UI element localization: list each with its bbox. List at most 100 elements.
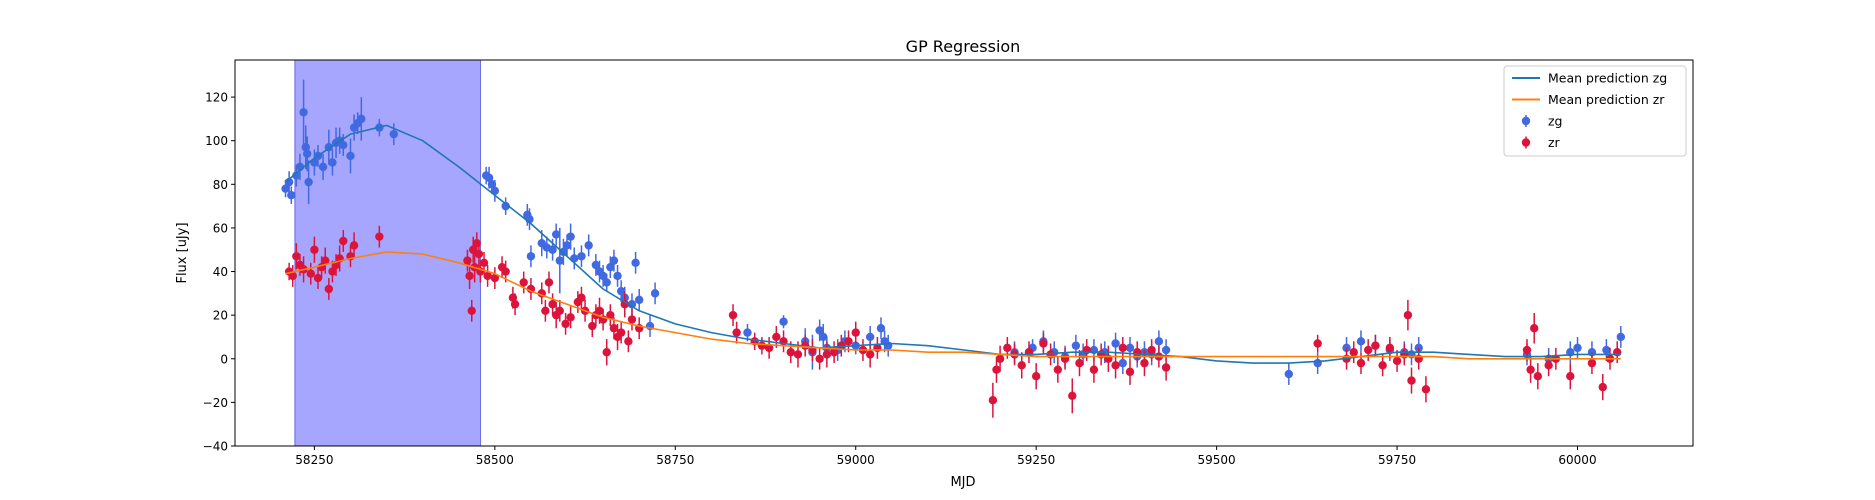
zr-marker <box>510 300 520 309</box>
zr-point <box>288 264 297 287</box>
zg-marker <box>526 252 536 261</box>
zg-marker <box>1118 358 1127 368</box>
zr-point <box>1378 354 1387 377</box>
zr-marker <box>1075 358 1084 368</box>
zr-point <box>1392 350 1402 372</box>
zr-marker <box>339 236 348 246</box>
zr-marker <box>1530 324 1539 333</box>
zg-point <box>501 197 510 215</box>
zr-point <box>865 341 875 368</box>
zr-marker <box>988 396 998 405</box>
zr-point <box>1147 339 1156 361</box>
zg-marker <box>487 180 497 189</box>
zr-marker <box>566 313 575 322</box>
zr-point <box>588 315 597 337</box>
zr-marker <box>1378 361 1387 370</box>
zr-point <box>313 267 323 289</box>
zg-marker <box>609 256 619 265</box>
zg-marker <box>339 140 348 150</box>
zr-marker <box>1403 310 1413 320</box>
y-tick-label: 40 <box>213 265 228 279</box>
zr-point <box>306 262 315 285</box>
zr-marker <box>609 324 619 333</box>
zg-point <box>304 160 313 204</box>
zr-marker <box>865 350 875 359</box>
zr-point <box>1403 299 1413 331</box>
zg-marker <box>591 260 601 270</box>
zg-point <box>287 186 296 204</box>
zr-point <box>349 232 359 259</box>
zr-marker <box>1125 367 1135 377</box>
zg-point <box>551 223 561 246</box>
zr-marker <box>577 293 586 302</box>
x-tick-label: 59500 <box>1198 453 1236 467</box>
zg-marker <box>551 230 561 239</box>
y-tick-label: −20 <box>203 396 228 410</box>
zr-point <box>750 332 759 351</box>
zr-marker <box>463 256 472 265</box>
legend: Mean prediction zg Mean prediction zr zg zr <box>1503 65 1687 157</box>
zr-point <box>1598 374 1607 401</box>
zr-marker <box>1407 376 1416 385</box>
zr-marker <box>1544 361 1553 370</box>
zr-marker <box>375 232 384 241</box>
y-axis: −40 −20 0 20 40 60 80 100 120 <box>203 91 235 454</box>
zg-marker <box>570 254 579 263</box>
legend-item-zg: zg <box>1521 114 1563 129</box>
zg-marker <box>634 295 644 305</box>
zg-marker <box>819 332 828 342</box>
zr-marker <box>1133 348 1142 357</box>
legend-label: zg <box>1548 114 1563 129</box>
zr-point <box>1421 376 1431 403</box>
x-tick-label: 59750 <box>1378 453 1416 467</box>
zr-marker <box>490 273 500 283</box>
legend-label: Mean prediction zg <box>1548 71 1667 86</box>
zg-marker <box>501 201 510 211</box>
zr-marker <box>602 348 611 357</box>
zg-marker <box>779 317 788 326</box>
zg-marker <box>627 300 637 309</box>
zg-marker <box>602 278 611 287</box>
zr-marker <box>620 300 629 309</box>
zr-marker <box>292 252 301 261</box>
zg-point <box>318 153 328 180</box>
zg-marker <box>389 129 398 139</box>
zg-marker <box>357 114 366 124</box>
zr-point <box>764 336 774 359</box>
zr-point <box>988 382 998 418</box>
zg-point <box>602 273 611 292</box>
zg-point <box>779 315 788 329</box>
zg-point <box>1573 336 1582 359</box>
x-tick-label: 58500 <box>476 453 514 467</box>
zr-point <box>1414 347 1423 370</box>
zr-point <box>602 339 611 366</box>
zg-marker <box>318 162 328 172</box>
zr-point <box>808 339 817 361</box>
zr-point <box>1371 334 1380 357</box>
zr-marker <box>1392 356 1402 366</box>
zg-point <box>302 136 312 172</box>
zg-point <box>389 123 398 146</box>
zr-point <box>606 304 615 327</box>
zg-marker <box>299 108 308 117</box>
x-tick-label: 60000 <box>1558 453 1596 467</box>
zr-marker <box>1017 361 1026 370</box>
zr-point <box>465 262 474 289</box>
zg-point <box>1111 332 1120 355</box>
x-axis-label: MJD <box>950 475 975 490</box>
zr-point <box>1161 354 1171 381</box>
zr-marker <box>561 319 570 329</box>
zr-marker <box>465 271 474 281</box>
zg-point <box>346 138 355 174</box>
zg-point <box>645 315 655 337</box>
zr-marker <box>1313 339 1322 348</box>
zr-marker <box>479 258 489 268</box>
y-tick-label: 0 <box>220 352 228 366</box>
zg-marker <box>1414 343 1423 353</box>
zr-point <box>829 341 839 364</box>
zr-marker <box>627 315 637 324</box>
zg-point <box>1407 343 1416 366</box>
zg-point <box>577 245 586 268</box>
zg-point <box>526 245 536 268</box>
zr-marker <box>1533 372 1543 381</box>
